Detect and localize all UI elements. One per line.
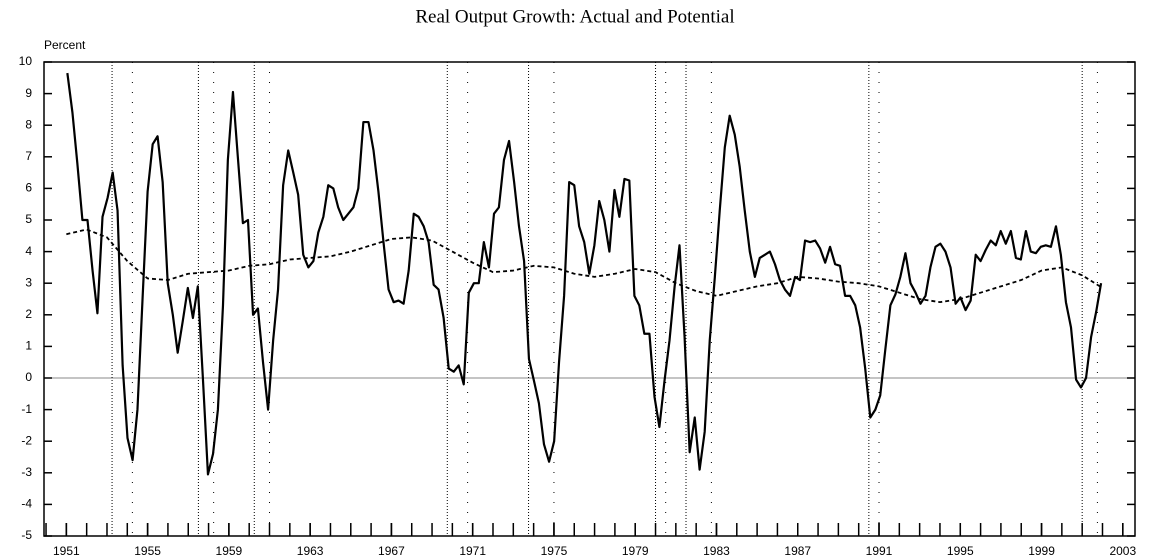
x-tick-label: 1987 <box>784 544 811 558</box>
y-tick-label: -4 <box>21 497 32 511</box>
chart-title: Real Output Growth: Actual and Potential <box>415 6 734 27</box>
y-tick-label: 7 <box>25 149 32 163</box>
y-tick-label: 3 <box>25 275 32 289</box>
x-tick-label: 1955 <box>134 544 161 558</box>
x-tick-label: 1959 <box>216 544 243 558</box>
x-tick-label: 1975 <box>541 544 568 558</box>
x-tick-label: 1999 <box>1028 544 1055 558</box>
x-tick-label: 2003 <box>1109 544 1136 558</box>
y-tick-label: 9 <box>25 86 32 100</box>
y-tick-label: 0 <box>25 370 32 384</box>
x-tick-label: 1951 <box>53 544 80 558</box>
y-tick-label: 2 <box>25 307 32 321</box>
y-tick-label: 6 <box>25 181 32 195</box>
y-tick-label: 5 <box>25 212 32 226</box>
plot-frame <box>43 61 1136 537</box>
y-tick-label: -1 <box>21 402 32 416</box>
y-tick-label: 4 <box>25 244 32 258</box>
y-tick-label: 8 <box>25 117 32 131</box>
y-tick-label: 1 <box>25 339 32 353</box>
actual-line <box>66 72 1103 476</box>
x-tick-label: 1983 <box>703 544 730 558</box>
y-tick-label: -5 <box>21 528 32 542</box>
y-tick-label: -2 <box>21 433 32 447</box>
x-tick-label: 1991 <box>866 544 893 558</box>
x-tick-label: 1967 <box>378 544 405 558</box>
x-tick-label: 1971 <box>459 544 486 558</box>
x-tick-label: 1963 <box>297 544 324 558</box>
x-tick-label: 1995 <box>947 544 974 558</box>
y-axis-label: Percent <box>44 38 86 52</box>
y-tick-label: 10 <box>19 54 33 68</box>
y-tick-label: -3 <box>21 465 32 479</box>
x-tick-label: 1979 <box>622 544 649 558</box>
